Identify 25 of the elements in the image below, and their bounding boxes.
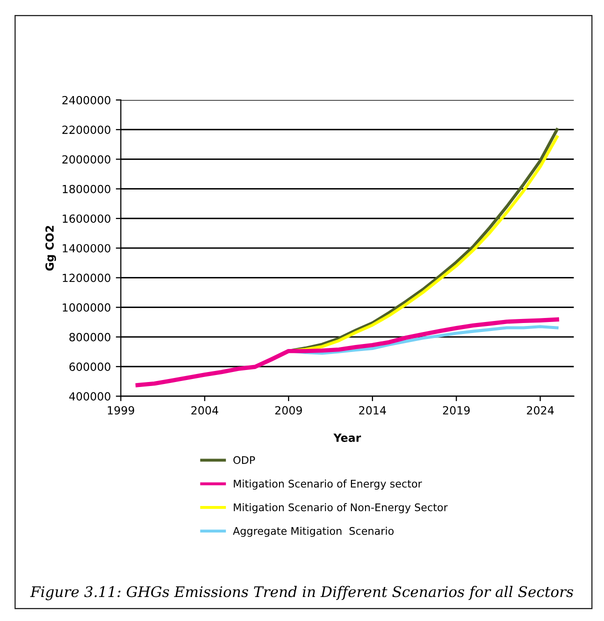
y-tick-label: 400000 (69, 392, 110, 401)
x-axis-title: Year (333, 434, 362, 442)
y-tick-label: 1000000 (62, 303, 110, 312)
y-tick-label: 2200000 (62, 126, 110, 134)
y-tick-label: 1800000 (62, 184, 110, 194)
y-tick-label: 800000 (69, 332, 110, 342)
x-tick-label: 2014 (359, 406, 386, 415)
legend-label: Aggregate Mitigation Scenario (232, 526, 394, 537)
x-tick-label: 2004 (191, 406, 218, 415)
y-tick-label: 2400000 (62, 96, 110, 104)
legend-label: Mitigation Scenario of Energy sector (234, 480, 422, 490)
x-tick-label: 1999 (108, 406, 134, 415)
x-tick-label: 2009 (275, 406, 302, 415)
x-tick-label: 2019 (443, 406, 470, 415)
y-tick-label: 1400000 (62, 244, 110, 252)
legend-label: Mitigation Scenario of Non-Energy Sector (234, 503, 448, 514)
line-series (135, 317, 560, 388)
y-tick-label: 600000 (69, 362, 110, 371)
x-tick-label: 2024 (526, 406, 554, 415)
y-tick-label: 1200000 (62, 274, 110, 282)
y-tick-label: 2000000 (62, 155, 110, 164)
legend-label: ODP (233, 456, 255, 464)
y-axis-title: Gg CO2 (45, 226, 56, 271)
y-tick-label: 1600000 (62, 214, 110, 223)
caption: Figure 3.11: GHGs Emissions Trend in Different Scenarios for all Sectors (30, 586, 574, 600)
